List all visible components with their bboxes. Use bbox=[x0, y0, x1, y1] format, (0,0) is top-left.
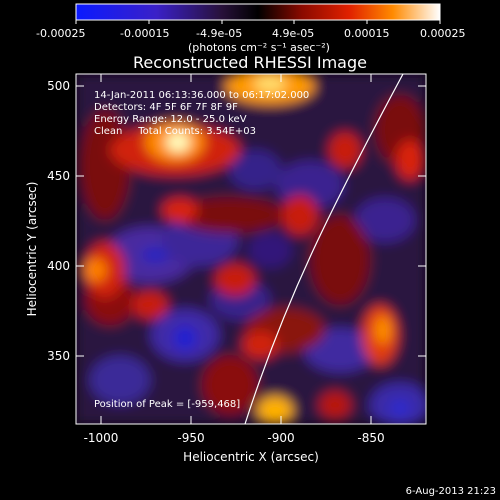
solar-limb-line bbox=[244, 74, 404, 424]
colorbar-ticks bbox=[75, 20, 441, 24]
colorbar-tick-label: 0.00015 bbox=[344, 27, 390, 40]
plot-title: Reconstructed RHESSI Image bbox=[133, 53, 367, 72]
colorbar-tick-label: -0.00025 bbox=[36, 27, 85, 40]
colorbar-unit-label: (photons cm⁻² s⁻¹ asec⁻²) bbox=[188, 41, 330, 54]
footer-date: 6-Aug-2013 21:23 bbox=[406, 486, 496, 497]
colorbar-tick-label: 0.00025 bbox=[420, 27, 466, 40]
x-tick-label: -950 bbox=[177, 431, 204, 445]
colorbar-tick-label: -4.9e-05 bbox=[196, 27, 242, 40]
y-tick-label: 450 bbox=[47, 169, 70, 183]
x-tick-label: -1000 bbox=[84, 431, 119, 445]
info-time: 14-Jan-2011 06:13:36.000 to 06:17:02.000 bbox=[94, 90, 309, 101]
y-axis-label: Heliocentric Y (arcsec) bbox=[25, 182, 39, 317]
x-tick-label: -850 bbox=[357, 431, 384, 445]
peak-position: Position of Peak = [-959,468] bbox=[94, 399, 240, 410]
info-clean: Clean Total Counts: 3.54E+03 bbox=[94, 126, 256, 137]
colorbar-tick-label: 4.9e-05 bbox=[272, 27, 314, 40]
y-tick-label: 500 bbox=[47, 79, 70, 93]
info-energy: Energy Range: 12.0 - 25.0 keV bbox=[94, 114, 247, 125]
x-axis-label: Heliocentric X (arcsec) bbox=[183, 450, 319, 464]
y-tick-label: 400 bbox=[47, 259, 70, 273]
colorbar bbox=[75, 3, 441, 21]
colorbar-tick-label: -0.00015 bbox=[120, 27, 169, 40]
x-axis-ticks bbox=[100, 74, 372, 424]
x-tick-label: -900 bbox=[267, 431, 294, 445]
rhessi-image bbox=[76, 74, 426, 424]
y-axis-ticks bbox=[76, 85, 426, 357]
plot-frame bbox=[75, 73, 427, 425]
y-tick-label: 350 bbox=[47, 349, 70, 363]
info-detectors: Detectors: 4F 5F 6F 7F 8F 9F bbox=[94, 102, 238, 113]
